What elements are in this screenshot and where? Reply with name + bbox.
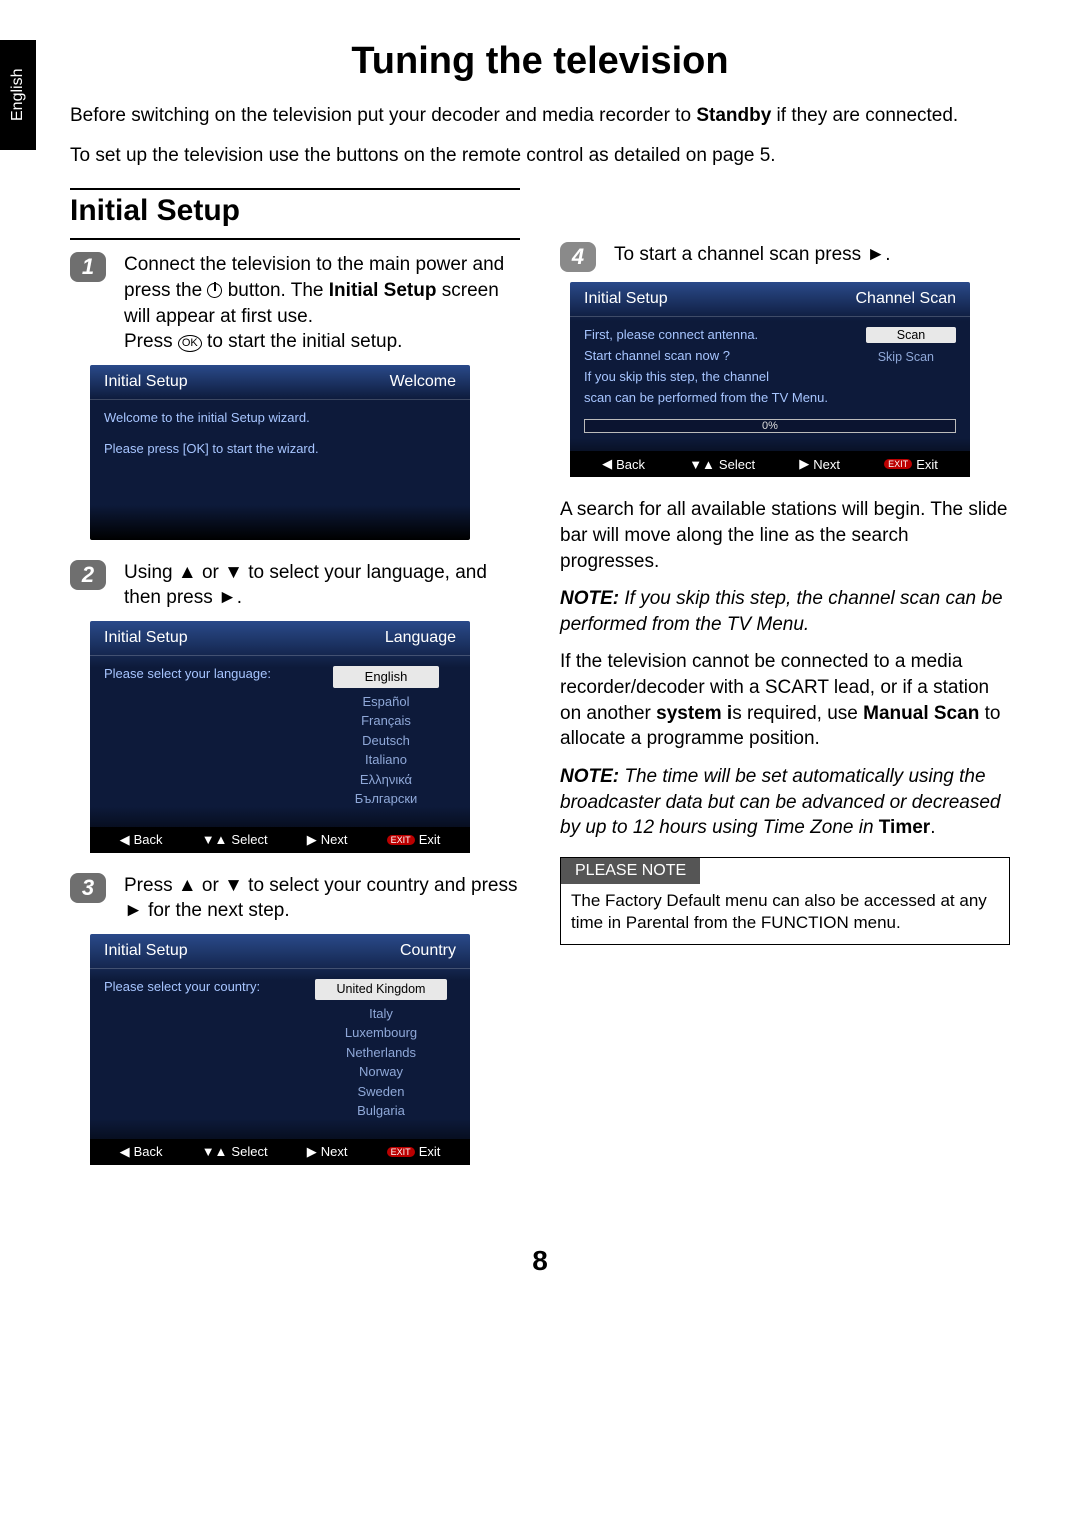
intro-paragraph-1: Before switching on the television put y… <box>70 103 1010 129</box>
page-number: 8 <box>70 1245 1010 1277</box>
step1-t2: button. The <box>222 280 328 301</box>
step1-t6: to start the initial setup. <box>202 331 403 352</box>
osd3-prompt: Please select your country: <box>104 979 286 994</box>
intro-1b: Standby <box>696 105 771 126</box>
osd-welcome: Initial Setup Welcome Welcome to the ini… <box>90 365 470 540</box>
section-rule-top <box>70 188 520 190</box>
osd-channel-scan: Initial Setup Channel Scan First, please… <box>570 282 970 477</box>
osd2-opt-1[interactable]: Français <box>316 711 456 731</box>
osd3-title-left: Initial Setup <box>104 942 188 960</box>
osd-language: Initial Setup Language Please select you… <box>90 621 470 853</box>
osd3-opt-0[interactable]: Italy <box>306 1004 456 1024</box>
osd2-next[interactable]: ▶ Next <box>307 832 348 848</box>
page-title: Tuning the television <box>70 40 1010 83</box>
osd4-title-left: Initial Setup <box>584 290 668 308</box>
osd4-l4: scan can be performed from the TV Menu. <box>584 390 956 405</box>
osd3-footer: ◀ Back ▼▲ Select ▶ Next EXIT Exit <box>90 1139 470 1165</box>
p2d: Manual Scan <box>863 703 979 724</box>
osd2-opt-0[interactable]: Español <box>316 692 456 712</box>
osd3-select[interactable]: ▼▲ Select <box>202 1144 268 1160</box>
osd4-progress: 0% <box>584 419 956 433</box>
ok-icon: OK <box>178 335 202 352</box>
osd3-exit[interactable]: EXIT Exit <box>387 1144 441 1160</box>
osd4-l3: If you skip this step, the channel <box>584 369 956 384</box>
osd3-opt-5[interactable]: Bulgaria <box>306 1101 456 1121</box>
step-number-4: 4 <box>560 242 596 272</box>
osd2-title-left: Initial Setup <box>104 629 188 647</box>
note1-label: NOTE: <box>560 588 619 609</box>
osd2-opt-4[interactable]: Еλληνικά <box>316 770 456 790</box>
step-number-2: 2 <box>70 560 106 590</box>
left-column: Initial Setup 1 Connect the television t… <box>70 182 520 1184</box>
osd2-exit[interactable]: EXIT Exit <box>387 832 441 848</box>
step-1-body: Connect the television to the main power… <box>124 252 520 355</box>
section-title: Initial Setup <box>70 194 520 228</box>
step1-t3: Initial Setup <box>329 280 437 301</box>
note1-text: If you skip this step, the channel scan … <box>560 588 1003 635</box>
osd3-opt-4[interactable]: Sweden <box>306 1082 456 1102</box>
osd4-footer: ◀ Back ▼▲ Select ▶ Next EXIT Exit <box>570 451 970 477</box>
osd2-title-right: Language <box>385 629 456 647</box>
step-3-body: Press ▲ or ▼ to select your country and … <box>124 873 520 924</box>
page: Tuning the television Before switching o… <box>0 0 1080 1317</box>
note2-timer: Timer <box>879 817 930 838</box>
osd1-line1: Welcome to the initial Setup wizard. <box>104 410 456 425</box>
step-4-body: To start a channel scan press ►. <box>614 242 1010 272</box>
osd1-title-right: Welcome <box>390 373 456 391</box>
osd3-selected[interactable]: United Kingdom <box>315 979 448 1000</box>
p2b: system i <box>656 703 732 724</box>
osd4-title-right: Channel Scan <box>855 290 956 308</box>
osd4-back[interactable]: ◀ Back <box>602 456 645 472</box>
step-2-body: Using ▲ or ▼ to select your language, an… <box>124 560 520 611</box>
osd1-title-left: Initial Setup <box>104 373 188 391</box>
osd4-select[interactable]: ▼▲ Select <box>689 456 755 472</box>
please-note-body: The Factory Default menu can also be acc… <box>561 884 1009 944</box>
note2-label: NOTE: <box>560 766 619 787</box>
please-note-box: PLEASE NOTE The Factory Default menu can… <box>560 857 1010 945</box>
step-number-1: 1 <box>70 252 106 282</box>
note-2: NOTE: The time will be set automatically… <box>560 764 1010 841</box>
osd3-title-right: Country <box>400 942 456 960</box>
para-manual-scan: If the television cannot be connected to… <box>560 649 1010 752</box>
section-rule-bottom <box>70 238 520 240</box>
please-note-tab: PLEASE NOTE <box>561 858 700 884</box>
step-number-3: 3 <box>70 873 106 903</box>
intro-paragraph-2: To set up the television use the buttons… <box>70 143 1010 169</box>
osd4-exit[interactable]: EXIT Exit <box>884 456 938 472</box>
step-4: 4 To start a channel scan press ►. <box>560 242 1010 272</box>
osd2-selected[interactable]: English <box>333 666 440 688</box>
para-search: A search for all available stations will… <box>560 497 1010 574</box>
osd2-prompt: Please select your language: <box>104 666 286 681</box>
osd4-scan-button[interactable]: Scan <box>866 327 956 343</box>
osd3-back[interactable]: ◀ Back <box>120 1144 163 1160</box>
step1-t5: Press <box>124 331 178 352</box>
power-icon <box>207 283 222 298</box>
step-2: 2 Using ▲ or ▼ to select your language, … <box>70 560 520 611</box>
osd4-skip-button[interactable]: Skip Scan <box>856 349 956 365</box>
intro-1a: Before switching on the television put y… <box>70 105 696 126</box>
osd2-opt-2[interactable]: Deutsch <box>316 731 456 751</box>
note-1: NOTE: If you skip this step, the channel… <box>560 586 1010 637</box>
osd3-opt-3[interactable]: Norway <box>306 1062 456 1082</box>
osd4-next[interactable]: ▶ Next <box>799 456 840 472</box>
osd2-select[interactable]: ▼▲ Select <box>202 832 268 848</box>
osd3-opt-1[interactable]: Luxembourg <box>306 1023 456 1043</box>
step-1: 1 Connect the television to the main pow… <box>70 252 520 355</box>
osd2-opt-3[interactable]: Italiano <box>316 750 456 770</box>
osd-country: Initial Setup Country Please select your… <box>90 934 470 1165</box>
osd2-opt-5[interactable]: Български <box>316 789 456 809</box>
osd2-footer: ◀ Back ▼▲ Select ▶ Next EXIT Exit <box>90 827 470 853</box>
step-3: 3 Press ▲ or ▼ to select your country an… <box>70 873 520 924</box>
osd3-next[interactable]: ▶ Next <box>307 1144 348 1160</box>
p2c: s required, use <box>732 703 863 724</box>
osd3-opt-2[interactable]: Netherlands <box>306 1043 456 1063</box>
intro-1c: if they are connected. <box>771 105 958 126</box>
right-column: 4 To start a channel scan press ►. Initi… <box>560 182 1010 1184</box>
osd1-line2: Please press [OK] to start the wizard. <box>104 441 456 456</box>
osd2-back[interactable]: ◀ Back <box>120 832 163 848</box>
